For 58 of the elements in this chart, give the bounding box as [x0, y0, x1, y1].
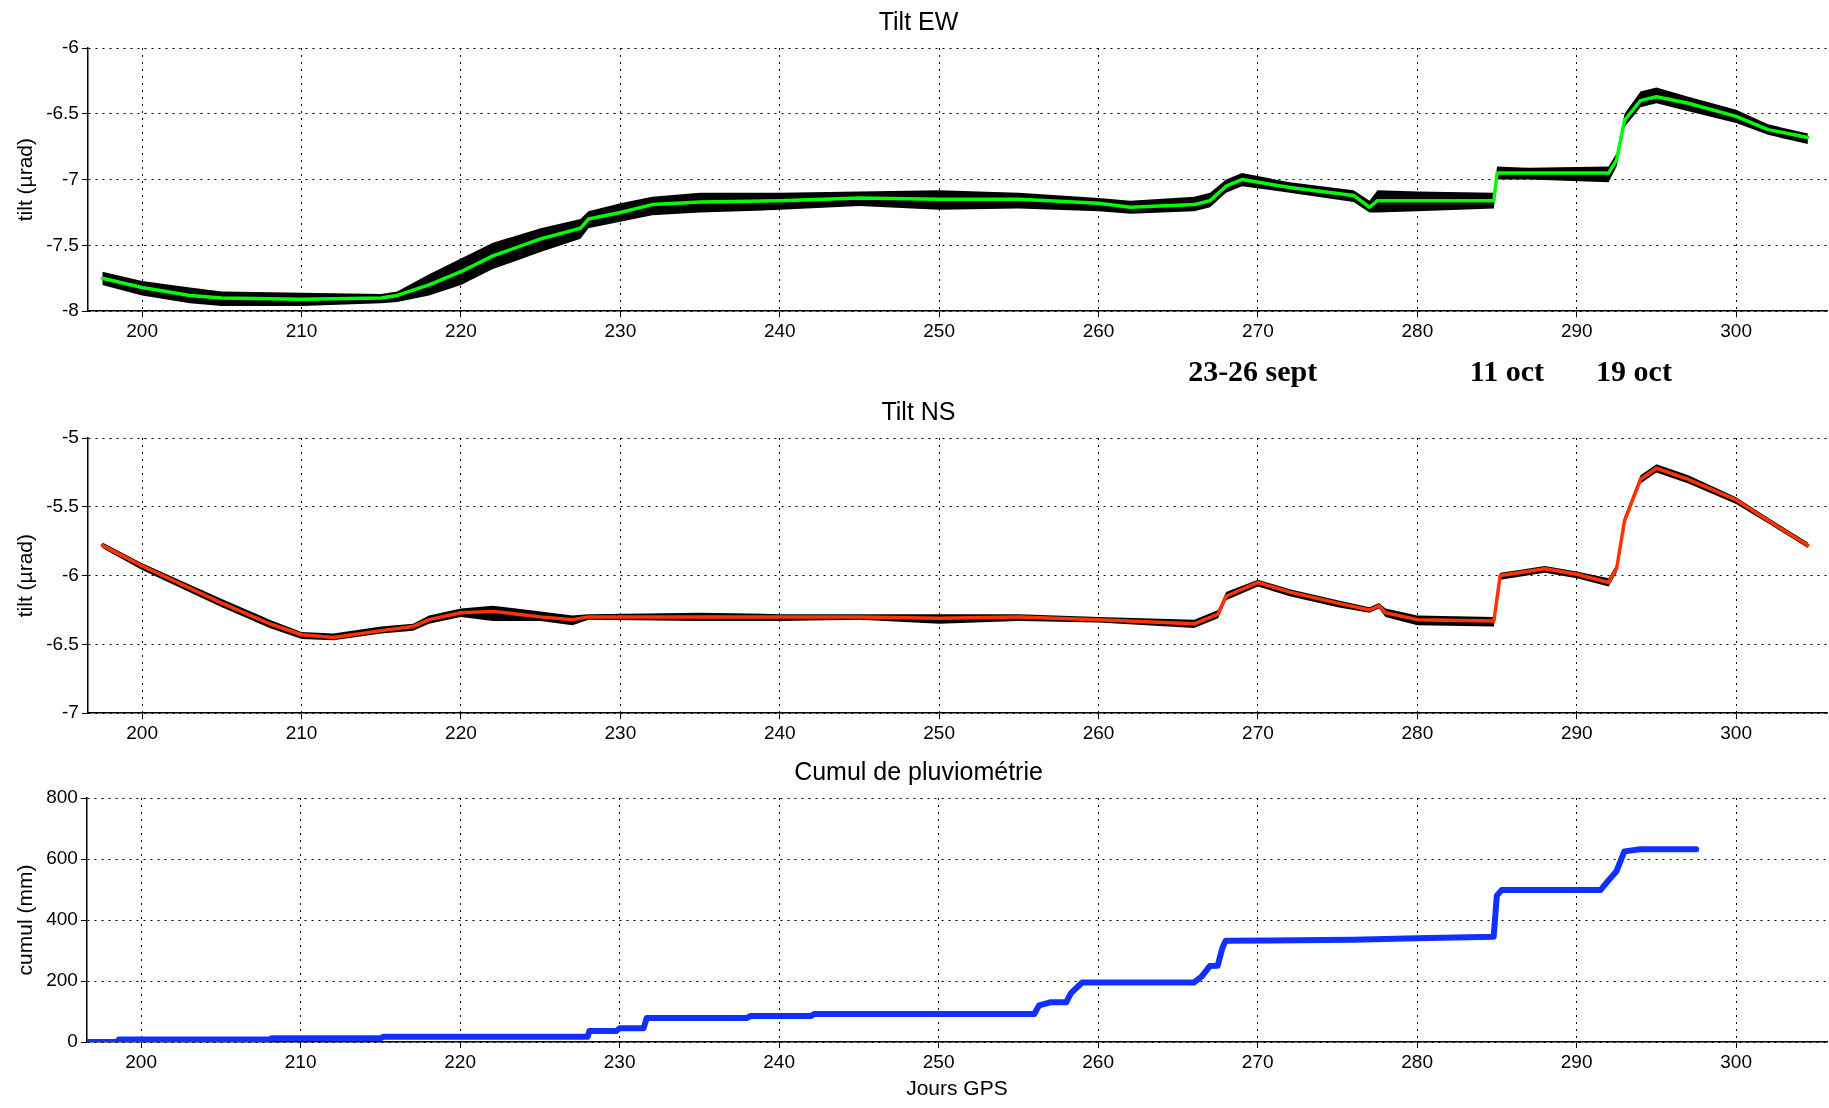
y-tick-label: 600 — [46, 847, 78, 869]
x-tick-label: 290 — [1560, 319, 1593, 341]
x-tick-label: 270 — [1242, 319, 1274, 341]
y-tick-label: -5.5 — [46, 495, 79, 517]
x-tick-label: 240 — [763, 1050, 795, 1072]
y-tick-label: -7 — [62, 167, 79, 189]
y-tick-label: 200 — [46, 969, 78, 991]
y-tick-label: -6.5 — [46, 632, 79, 654]
y-tick-label: -6.5 — [46, 102, 79, 124]
x-tick-label: 200 — [126, 319, 158, 341]
y-axis-title: cumul (mm) — [13, 864, 37, 976]
x-tick-label: 210 — [284, 1050, 317, 1072]
x-tick-label: 230 — [604, 319, 637, 341]
y-tick-label: 800 — [46, 786, 78, 808]
y-tick-label: 400 — [46, 908, 78, 930]
x-tick-label: 220 — [444, 1050, 476, 1072]
x-tick-label: 200 — [126, 721, 158, 743]
x-tick-label: 240 — [763, 721, 796, 743]
x-tick-label: 260 — [1082, 319, 1115, 341]
x-tick-label: 300 — [1720, 721, 1752, 743]
x-tick-label: 280 — [1401, 1050, 1433, 1072]
x-tick-label: 280 — [1401, 721, 1434, 743]
x-tick-label: 250 — [922, 1050, 955, 1072]
y-tick-label: -6 — [62, 563, 79, 585]
y-tick-label: -7 — [62, 701, 79, 723]
x-tick-label: 290 — [1560, 721, 1593, 743]
x-tick-label: 290 — [1560, 1050, 1593, 1072]
text: 23-26 sept — [1188, 353, 1318, 387]
x-tick-label: 240 — [763, 319, 796, 341]
x-tick-label: 250 — [923, 721, 955, 743]
x-tick-label: 270 — [1241, 1050, 1274, 1072]
x-tick-label: 250 — [923, 319, 955, 341]
x-tick-label: 230 — [604, 721, 637, 743]
y-tick-label: -8 — [62, 299, 79, 321]
x-tick-label: 260 — [1082, 721, 1115, 743]
x-tick-label: 220 — [445, 721, 477, 743]
y-axis-title: tilt (µrad) — [13, 137, 37, 222]
x-tick-label: 200 — [125, 1050, 157, 1072]
x-tick-label: 210 — [285, 721, 318, 743]
y-tick-label: -5 — [62, 426, 79, 448]
x-tick-label: 300 — [1720, 1050, 1752, 1072]
chart-title: Tilt NS — [881, 396, 956, 425]
chart-title: Tilt EW — [878, 6, 959, 35]
x-axis-title: Jours GPS — [906, 1076, 1008, 1100]
x-tick-label: 220 — [445, 319, 477, 341]
chart-title: Cumul de pluviométrie — [794, 756, 1043, 785]
text: 19 oct — [1596, 353, 1672, 387]
y-tick-label: 0 — [67, 1030, 78, 1052]
x-tick-label: 280 — [1401, 319, 1434, 341]
x-tick-label: 270 — [1242, 721, 1274, 743]
y-axis-title: tilt (µrad) — [13, 533, 37, 618]
y-tick-label: -7.5 — [46, 233, 79, 255]
text: 11 oct — [1469, 353, 1544, 387]
y-tick-label: -6 — [62, 36, 79, 58]
x-tick-label: 230 — [603, 1050, 636, 1072]
x-tick-label: 210 — [285, 319, 318, 341]
x-tick-label: 260 — [1082, 1050, 1114, 1072]
x-tick-label: 300 — [1720, 319, 1752, 341]
